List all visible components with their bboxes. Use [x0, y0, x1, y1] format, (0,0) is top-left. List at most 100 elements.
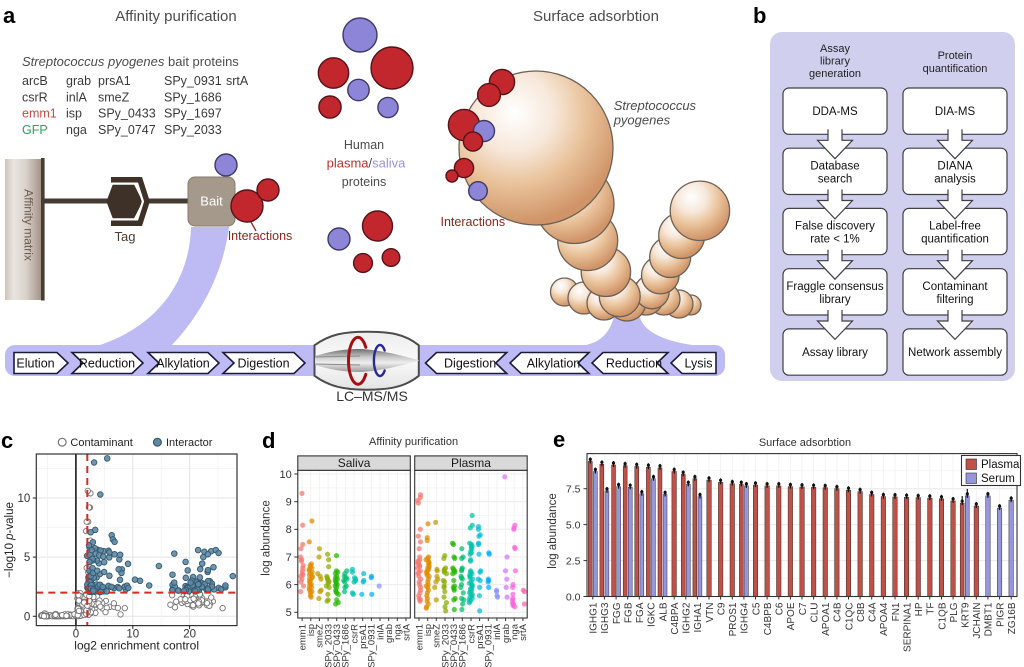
- svg-text:d: d: [262, 428, 275, 453]
- svg-text:e: e: [553, 427, 565, 452]
- svg-text:nga: nga: [510, 623, 521, 640]
- svg-text:SPy_0931: SPy_0931: [164, 74, 222, 88]
- svg-text:GFP: GFP: [22, 123, 48, 137]
- svg-text:c: c: [1, 428, 13, 453]
- svg-text:rate < 1%: rate < 1%: [810, 234, 860, 246]
- svg-text:Alkylation: Alkylation: [156, 357, 210, 371]
- svg-text:IGKC: IGKC: [647, 603, 658, 627]
- svg-text:Fraggle consensus: Fraggle consensus: [786, 281, 883, 293]
- svg-text:C1QB: C1QB: [937, 602, 948, 630]
- svg-text:generation: generation: [809, 68, 861, 80]
- svg-text:PROS1: PROS1: [728, 602, 739, 636]
- svg-text:Assay library: Assay library: [802, 347, 868, 359]
- svg-text:smeZ: smeZ: [98, 90, 130, 104]
- svg-text:7.5: 7.5: [566, 484, 581, 496]
- svg-text:log abundance: log abundance: [261, 500, 273, 575]
- svg-text:log abundance: log abundance: [547, 493, 559, 568]
- svg-text:ZG16B: ZG16B: [1007, 602, 1018, 634]
- svg-text:Contaminant: Contaminant: [922, 281, 988, 293]
- svg-text:search: search: [818, 173, 853, 185]
- svg-text:isp: isp: [423, 624, 434, 636]
- svg-text:Interactor: Interactor: [166, 437, 213, 449]
- svg-text:library: library: [820, 56, 850, 68]
- svg-text:IGHA1: IGHA1: [693, 602, 704, 632]
- svg-text:Digestion: Digestion: [444, 357, 496, 371]
- svg-text:C1QC: C1QC: [844, 603, 855, 631]
- svg-text:Interactions: Interactions: [441, 215, 506, 229]
- svg-text:nga: nga: [66, 123, 87, 137]
- svg-text:7: 7: [286, 552, 292, 564]
- svg-text:SPy_2033: SPy_2033: [440, 624, 451, 667]
- svg-text:C5: C5: [751, 602, 762, 615]
- svg-text:SPy_2033: SPy_2033: [164, 123, 222, 137]
- svg-text:plasma/saliva: plasma/saliva: [327, 156, 407, 171]
- svg-text:FGB: FGB: [624, 602, 635, 623]
- svg-text:Lysis: Lysis: [684, 357, 712, 371]
- svg-text:10: 10: [126, 628, 139, 640]
- svg-text:DDA-MS: DDA-MS: [812, 106, 858, 118]
- svg-text:VTN: VTN: [705, 603, 716, 623]
- svg-text:quantification: quantification: [923, 63, 988, 75]
- svg-text:Database: Database: [810, 160, 859, 172]
- svg-text:8: 8: [286, 524, 292, 536]
- svg-text:log2 enrichment control: log2 enrichment control: [74, 639, 199, 653]
- svg-text:csrR: csrR: [22, 90, 48, 104]
- svg-text:Surface adsorbtion: Surface adsorbtion: [759, 437, 851, 449]
- svg-text:SPy_1686: SPy_1686: [164, 90, 222, 104]
- svg-text:emm1: emm1: [297, 624, 308, 650]
- svg-text:emm1: emm1: [414, 624, 425, 650]
- svg-text:FGG: FGG: [612, 602, 623, 624]
- svg-text:Serum: Serum: [981, 473, 1015, 485]
- svg-text:C4B: C4B: [833, 602, 844, 622]
- svg-text:prsA1: prsA1: [475, 624, 486, 649]
- svg-text:SPy_0433: SPy_0433: [332, 624, 343, 667]
- svg-text:Reduction: Reduction: [606, 357, 662, 371]
- svg-text:CLU: CLU: [809, 603, 820, 623]
- svg-text:SPy_1697: SPy_1697: [164, 107, 222, 121]
- svg-text:proteins: proteins: [342, 175, 386, 189]
- svg-text:Network assembly: Network assembly: [908, 347, 1002, 359]
- svg-text:6: 6: [286, 579, 292, 591]
- svg-text:0.0: 0.0: [566, 591, 581, 603]
- svg-text:SPy_0433: SPy_0433: [98, 107, 156, 121]
- svg-text:SPy_0747: SPy_0747: [98, 123, 156, 137]
- svg-text:DIA-MS: DIA-MS: [935, 106, 976, 118]
- svg-text:Affinity purification: Affinity purification: [115, 8, 236, 25]
- svg-text:Saliva: Saliva: [338, 456, 371, 470]
- svg-text:srtA: srtA: [401, 623, 412, 641]
- svg-text:arcB: arcB: [22, 74, 48, 88]
- svg-text:LC–MS/MS: LC–MS/MS: [336, 388, 408, 404]
- svg-text:prsA1: prsA1: [358, 624, 369, 649]
- svg-text:C8B: C8B: [856, 602, 867, 622]
- svg-text:Label-free: Label-free: [929, 221, 981, 233]
- svg-text:inlA: inlA: [492, 623, 503, 640]
- svg-text:5: 5: [286, 607, 292, 619]
- svg-text:inlA: inlA: [375, 623, 386, 640]
- svg-text:C4BPB: C4BPB: [763, 602, 774, 635]
- svg-text:Tag: Tag: [115, 229, 136, 244]
- svg-text:10: 10: [18, 493, 31, 505]
- svg-text:grab: grab: [501, 624, 512, 643]
- svg-text:csrR: csrR: [466, 624, 477, 644]
- svg-text:SPy_1686: SPy_1686: [458, 624, 469, 667]
- svg-text:IGHG2: IGHG2: [682, 602, 693, 634]
- svg-text:Surface adsorbtion: Surface adsorbtion: [533, 8, 659, 25]
- svg-text:b: b: [753, 3, 766, 28]
- svg-text:smeZ: smeZ: [315, 624, 326, 648]
- svg-text:Plasma: Plasma: [981, 459, 1020, 471]
- svg-text:inlA: inlA: [66, 90, 88, 104]
- svg-text:smeZ: smeZ: [432, 624, 443, 648]
- svg-text:C9: C9: [716, 602, 727, 615]
- svg-text:Reduction: Reduction: [79, 357, 135, 371]
- svg-text:Assay: Assay: [820, 43, 850, 55]
- svg-text:C4A: C4A: [868, 602, 879, 622]
- svg-text:Streptococcus: Streptococcus: [614, 98, 697, 113]
- svg-text:IGHG1: IGHG1: [589, 602, 600, 634]
- svg-text:isp: isp: [306, 624, 317, 636]
- svg-text:SPy_2033: SPy_2033: [323, 624, 334, 667]
- svg-text:emm1: emm1: [22, 107, 57, 121]
- svg-text:analysis: analysis: [934, 173, 976, 185]
- svg-text:5: 5: [24, 552, 30, 564]
- svg-text:HP: HP: [914, 602, 925, 616]
- svg-text:20: 20: [183, 628, 196, 640]
